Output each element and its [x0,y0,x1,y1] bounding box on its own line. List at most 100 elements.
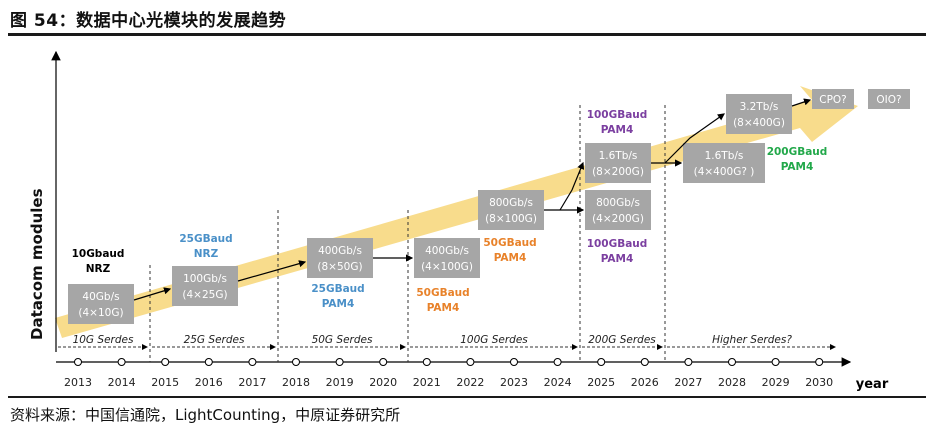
year-marker [466,358,475,366]
figure-title: 图 54：数据中心光模块的发展趋势 [10,11,287,31]
module-box-400g-4x100: 400Gb/s (4×100G) [414,238,480,278]
year-label: 2013 [64,376,92,389]
year-marker [292,358,300,366]
year-marker [684,358,693,366]
module-lanes: (4×25G) [182,289,227,301]
module-lanes: (8×100G) [485,213,537,225]
connector-arrows [133,98,812,301]
module-lanes: (4×100G) [421,261,473,273]
arrow-3.2t-to-cpo [791,98,812,107]
year-marker [728,358,736,366]
year-label: 2022 [456,376,484,389]
year-label: 2025 [587,376,615,389]
module-rate: 400Gb/s [425,245,469,257]
module-box-cpo: CPO? [812,89,854,109]
module-box-oio: OIO? [868,89,910,109]
module-box-100g: 100Gb/s (4×25G) [172,266,238,306]
year-label: 2016 [195,376,223,389]
era-separators [149,105,666,362]
serdes-label-100g: 100G Serdes [460,334,528,346]
module-lanes: (8×400G) [733,117,785,129]
year-label: 2023 [500,376,528,389]
baud-25g-pam4-l2: PAM4 [322,298,355,310]
module-lanes: (8×200G) [592,166,644,178]
baud-50g-pam4-a-l1: 50GBaud [416,287,469,299]
arrow-40g-to-100g [133,287,172,301]
baud-200g-pam4-l1: 200GBaud [767,146,828,158]
module-box-800g-8x100: 800Gb/s (8×100G) [478,190,544,230]
year-label: 2021 [413,376,441,389]
module-box-1.6t-8x200: 1.6Tb/s (8×200G) [585,143,651,183]
year-marker [510,358,518,366]
year-marker [161,358,170,366]
year-label: 2026 [631,376,659,389]
module-lanes: (4×400G? ) [694,166,755,178]
module-box-40g: 40Gb/s (4×10G) [68,284,134,324]
module-box-400g-8x50: 400Gb/s (8×50G) [307,238,373,278]
y-axis-label: Datacom modules [28,188,46,340]
module-rate: 3.2Tb/s [740,101,779,113]
year-marker [74,358,82,366]
baud-25g-nrz-l2: NRZ [194,248,219,260]
year-label: 2019 [326,376,354,389]
source-note: 资料来源：中国信通院，LightCounting，中原证券研究所 [10,406,401,424]
module-lanes: (4×200G) [592,213,644,225]
year-marker [771,358,780,366]
year-marker [422,358,431,366]
trend-arrow-band [55,86,858,338]
serdes-label-higher: Higher Serdes? [712,334,792,346]
x-axis-label: year [856,377,889,392]
module-lanes: (8×50G) [317,261,362,273]
year-labels: 2013 2014 2015 2016 2017 2018 2019 2020 2021 2022… [64,376,833,389]
baud-200g-pam4-l2: PAM4 [781,161,814,173]
baud-50g-pam4-b-l2: PAM4 [494,252,527,264]
serdes-label-200g: 200G Serdes [588,334,656,346]
year-label: 2028 [718,376,746,389]
year-label: 2027 [674,376,702,389]
year-label: 2030 [805,376,833,389]
baud-50g-pam4-a-l2: PAM4 [427,302,460,314]
year-marker [204,358,213,366]
module-rate: 1.6Tb/s [705,150,744,162]
year-marker [117,358,126,366]
baud-25g-nrz-l1: 25GBaud [179,233,232,245]
baud-100g-pam4-a-l2: PAM4 [601,124,634,136]
year-label: 2024 [544,376,572,389]
serdes-label-50g: 50G Serdes [312,334,373,346]
baud-10g-nrz-l1: 10Gbaud [72,248,125,260]
year-label: 2015 [151,376,179,389]
year-marker [335,358,344,366]
serdes-label-25g: 25G Serdes [184,334,245,346]
year-marker [379,358,388,366]
module-rate: CPO? [819,94,847,106]
module-rate: 1.6Tb/s [599,150,638,162]
year-marker [553,358,562,366]
year-markers [74,358,824,366]
module-rate: OIO? [876,94,901,106]
year-label: 2029 [762,376,790,389]
module-box-3.2t: 3.2Tb/s (8×400G) [726,94,792,134]
baud-100g-pam4-b-l2: PAM4 [601,253,634,265]
module-rate: 100Gb/s [183,273,227,285]
module-rate: 40Gb/s [82,291,119,303]
serdes-label-10g: 10G Serdes [73,334,134,346]
module-box-1.6t-4x400: 1.6Tb/s (4×400G? ) [683,143,765,183]
baud-100g-pam4-b-l1: 100GBaud [587,238,648,250]
year-label: 2018 [282,376,310,389]
arrow-1.6t-to-3.2t [664,113,725,164]
baud-50g-pam4-b-l1: 50GBaud [483,237,536,249]
baud-100g-pam4-a-l1: 100GBaud [587,109,648,121]
module-rate: 800Gb/s [489,197,533,209]
module-lanes: (4×10G) [78,307,123,319]
year-marker [815,358,824,366]
year-label: 2014 [108,376,136,389]
module-rate: 800Gb/s [596,197,640,209]
module-rate: 400Gb/s [318,245,362,257]
arrow-800g-to-1.6t [559,161,585,211]
arrow-100g-to-400g [237,260,307,282]
year-label: 2017 [238,376,266,389]
year-marker [248,358,257,366]
year-label: 2020 [369,376,397,389]
module-box-800g-4x200: 800Gb/s (4×200G) [585,190,651,230]
